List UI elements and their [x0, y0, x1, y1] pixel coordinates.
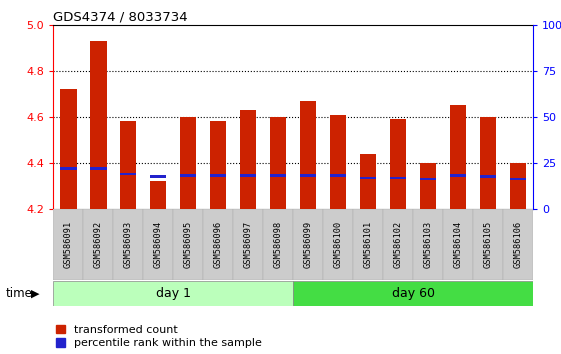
Bar: [120, 173, 136, 176]
Bar: [150, 181, 167, 209]
Bar: [510, 178, 526, 180]
Text: ▶: ▶: [31, 289, 39, 299]
Text: GSM586095: GSM586095: [183, 221, 192, 268]
Text: GDS4374 / 8033734: GDS4374 / 8033734: [53, 11, 188, 24]
Bar: [150, 176, 167, 178]
Bar: [173, 209, 203, 280]
Bar: [270, 175, 286, 177]
Bar: [420, 163, 436, 209]
Bar: [90, 41, 107, 209]
Text: GSM586100: GSM586100: [334, 221, 343, 268]
Bar: [180, 117, 196, 209]
Text: GSM586101: GSM586101: [364, 221, 373, 268]
Text: GSM586098: GSM586098: [274, 221, 283, 268]
Bar: [480, 117, 496, 209]
Bar: [113, 209, 143, 280]
Bar: [240, 110, 256, 209]
Text: GSM586105: GSM586105: [484, 221, 493, 268]
Bar: [510, 163, 526, 209]
Bar: [60, 89, 76, 209]
Bar: [53, 209, 83, 280]
Bar: [360, 154, 376, 209]
Bar: [390, 119, 406, 209]
Bar: [53, 281, 293, 306]
Bar: [270, 117, 286, 209]
Bar: [143, 209, 173, 280]
Text: GSM586092: GSM586092: [94, 221, 103, 268]
Text: GSM586104: GSM586104: [453, 221, 462, 268]
Text: GSM586093: GSM586093: [124, 221, 133, 268]
Text: GSM586106: GSM586106: [513, 221, 522, 268]
Bar: [353, 209, 383, 280]
Text: GSM586091: GSM586091: [64, 221, 73, 268]
Bar: [390, 177, 406, 179]
Text: GSM586094: GSM586094: [154, 221, 163, 268]
Legend: transformed count, percentile rank within the sample: transformed count, percentile rank withi…: [56, 325, 261, 348]
Bar: [240, 175, 256, 177]
Text: day 60: day 60: [392, 287, 435, 300]
Bar: [480, 176, 496, 178]
Bar: [450, 105, 466, 209]
Text: GSM586102: GSM586102: [394, 221, 403, 268]
Bar: [330, 114, 346, 209]
Text: GSM586103: GSM586103: [424, 221, 433, 268]
Bar: [233, 209, 263, 280]
Bar: [203, 209, 233, 280]
Bar: [413, 209, 443, 280]
Bar: [420, 178, 436, 180]
Bar: [60, 167, 76, 170]
Bar: [180, 175, 196, 177]
Text: GSM586096: GSM586096: [214, 221, 223, 268]
Text: GSM586097: GSM586097: [243, 221, 252, 268]
Bar: [450, 175, 466, 177]
Bar: [300, 101, 316, 209]
Bar: [323, 209, 353, 280]
Bar: [293, 209, 323, 280]
Bar: [83, 209, 113, 280]
Bar: [293, 281, 533, 306]
Bar: [210, 121, 227, 209]
Bar: [263, 209, 293, 280]
Text: day 1: day 1: [156, 287, 191, 300]
Text: time: time: [6, 287, 33, 300]
Bar: [120, 121, 136, 209]
Bar: [473, 209, 503, 280]
Bar: [330, 175, 346, 177]
Bar: [360, 177, 376, 179]
Bar: [210, 175, 227, 177]
Text: GSM586099: GSM586099: [304, 221, 312, 268]
Bar: [443, 209, 473, 280]
Bar: [503, 209, 533, 280]
Bar: [90, 167, 107, 170]
Bar: [383, 209, 413, 280]
Bar: [300, 175, 316, 177]
